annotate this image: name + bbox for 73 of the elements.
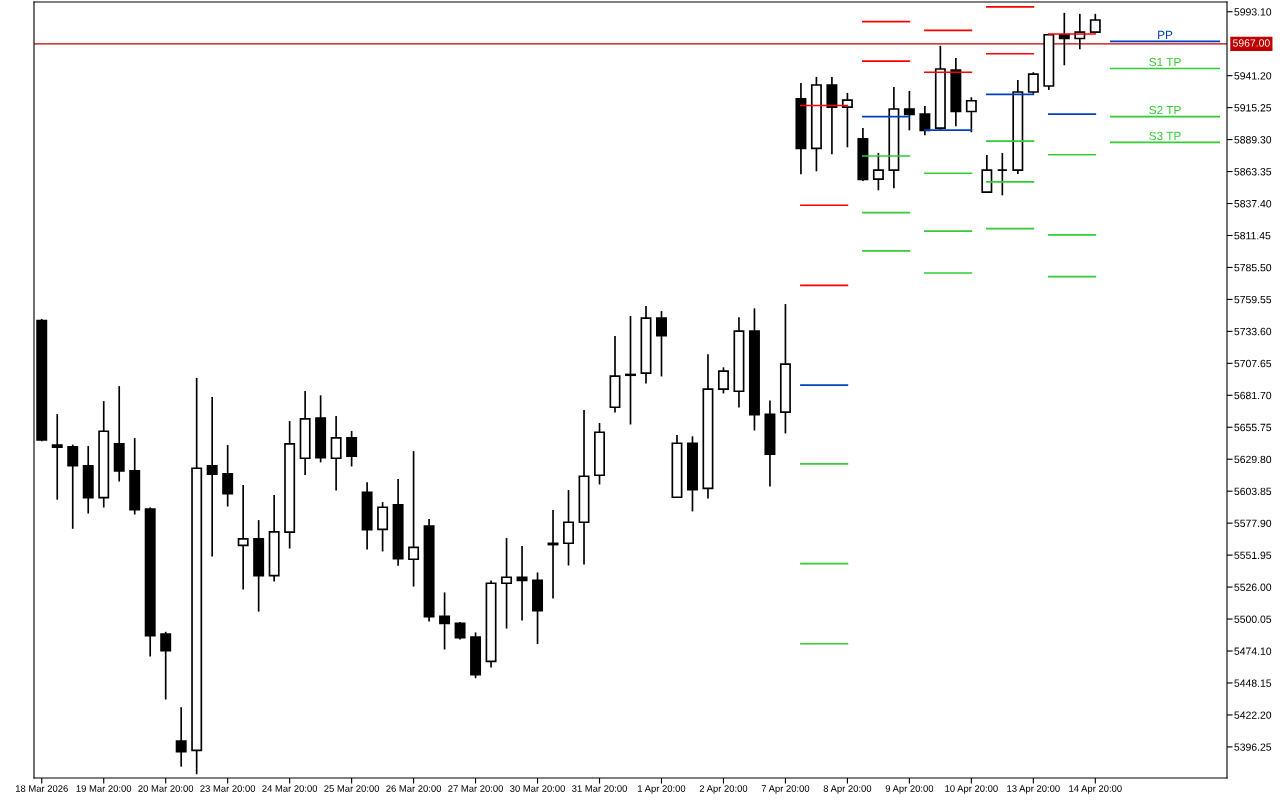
y-tick-label: 5526.00 [1234, 583, 1272, 591]
y-tick-label: 5474.10 [1234, 647, 1272, 655]
candlestick [67, 444, 79, 529]
ref-line-label: 5967.00 [1232, 39, 1270, 47]
series-label: S3 TP [1149, 131, 1181, 141]
candlestick [346, 431, 358, 467]
y-tick-label: 5577.90 [1234, 519, 1272, 528]
candlestick [981, 155, 993, 193]
candlestick [377, 502, 389, 552]
y-tick-label: 5396.25 [1234, 743, 1272, 751]
x-tick-label: 30 Mar 20:00 [510, 785, 565, 792]
candlestick [501, 538, 513, 629]
y-tick-label: 5915.25 [1234, 104, 1272, 112]
candlestick [51, 414, 63, 500]
x-tick-label: 19 Mar 20:00 [76, 785, 132, 792]
x-tick-label: 20 Mar 20:00 [138, 785, 194, 792]
x-tick-label: 23 Mar 20:00 [200, 785, 256, 792]
y-tick-label: 5629.80 [1234, 455, 1272, 464]
candlestick [826, 76, 838, 155]
x-tick-label: 24 Mar 20:00 [262, 785, 318, 792]
y-tick-label: 5448.15 [1234, 679, 1272, 687]
x-tick-label: 8 Apr 20:00 [823, 785, 872, 794]
candlestick [1027, 72, 1039, 94]
x-tick-label: 25 Mar 20:00 [324, 785, 380, 792]
candlestick [330, 416, 342, 491]
candlestick [965, 97, 977, 133]
candlestick [516, 546, 528, 621]
y-tick-label: 5551.95 [1234, 551, 1272, 559]
y-tick-label: 5889.30 [1234, 136, 1272, 144]
series-label: PP [1158, 30, 1173, 39]
candlestick [919, 105, 931, 136]
x-tick-label: 2 Apr 20:00 [699, 785, 748, 794]
y-tick-label: 5837.40 [1234, 200, 1272, 208]
candlestick [996, 152, 1008, 196]
x-tick-label: 14 Apr 20:00 [1069, 785, 1122, 794]
x-tick-label: 7 Apr 20:00 [761, 785, 810, 794]
x-tick-label: 13 Apr 20:00 [1007, 785, 1060, 794]
candlestick [175, 707, 187, 767]
candlestick [717, 367, 729, 394]
y-tick-label: 5863.35 [1234, 168, 1272, 176]
x-tick-label: 1 Apr 20:00 [638, 785, 686, 794]
candlestick [656, 311, 667, 377]
x-tick-label: 26 Mar 20:00 [386, 785, 442, 792]
candlestick [625, 315, 636, 425]
candlestick [903, 90, 915, 131]
y-tick-label: 5785.50 [1234, 263, 1272, 272]
candlestick [160, 631, 172, 700]
y-tick-label: 5422.20 [1234, 711, 1272, 719]
series-label: S1 TP [1149, 57, 1181, 67]
candlestick [408, 451, 420, 587]
y-tick-label: 5681.70 [1234, 391, 1272, 400]
candlestick [237, 485, 249, 590]
x-tick-label: 27 Mar 20:00 [448, 785, 504, 792]
y-tick-label: 5759.55 [1234, 295, 1272, 304]
x-tick-label: 10 Apr 20:00 [945, 785, 998, 794]
y-tick-label: 5603.85 [1234, 487, 1272, 496]
y-tick-label: 5655.75 [1234, 423, 1272, 432]
x-tick-label: 31 Mar 20:00 [572, 785, 627, 792]
series-label: S2 TP [1149, 105, 1181, 115]
y-tick-label: 5811.45 [1234, 231, 1271, 240]
x-tick-label: 9 Apr 20:00 [885, 785, 934, 794]
candlestick [872, 152, 884, 191]
y-tick-label: 5993.10 [1234, 8, 1272, 16]
y-tick-label: 5941.20 [1234, 72, 1272, 80]
candlestick [841, 92, 853, 148]
y-tick-label: 5500.05 [1234, 615, 1272, 623]
y-tick-label: 5733.60 [1234, 327, 1272, 336]
candlestick [222, 445, 234, 507]
candlestick [439, 592, 451, 650]
y-tick-label: 5707.65 [1234, 359, 1272, 368]
x-tick-label: 18 Mar 2026 [15, 785, 68, 792]
candlestick [563, 490, 575, 566]
candlestick [206, 397, 218, 557]
